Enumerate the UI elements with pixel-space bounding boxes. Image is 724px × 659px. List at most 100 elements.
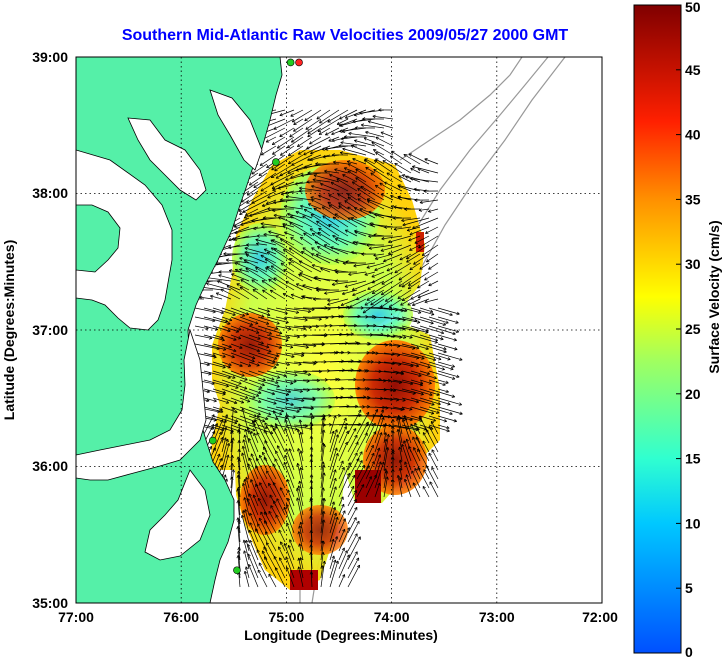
velocity-arrow (221, 343, 232, 348)
velocity-arrow-head (346, 527, 350, 530)
velocity-arrow (408, 446, 421, 471)
velocity-arrow (417, 467, 430, 489)
velocity-arrow (293, 388, 310, 391)
velocity-arrow-head (271, 377, 275, 381)
velocity-arrow (410, 343, 429, 350)
velocity-arrow-head (367, 360, 371, 362)
velocity-arrow-head (391, 419, 394, 422)
velocity-arrow-head (231, 273, 234, 277)
velocity-arrow (318, 127, 331, 135)
velocity-arrow-head (301, 400, 305, 403)
velocity-arrow-head (434, 340, 438, 342)
velocity-arrow-head (306, 345, 309, 348)
velocity-arrow-head (253, 432, 257, 436)
velocity-arrow-head (322, 215, 325, 219)
velocity-arrow-head (340, 137, 344, 140)
velocity-arrow (300, 467, 304, 480)
velocity-arrow-head (377, 454, 381, 457)
velocity-arrow-head (333, 559, 336, 563)
velocity-arrow (230, 424, 253, 434)
velocity-arrow-head (244, 570, 248, 574)
velocity-arrow-head (414, 198, 418, 201)
velocity-arrow-head (226, 285, 229, 289)
velocity-arrow-head (243, 260, 247, 263)
velocity-arrow (385, 289, 403, 302)
velocity-arrow-head (295, 283, 299, 287)
velocity-arrow-head (252, 289, 255, 293)
velocity-arrow-head (353, 377, 357, 380)
velocity-arrow-head (366, 297, 369, 301)
velocity-arrow-head (249, 522, 253, 525)
velocity-arrow-head (267, 195, 270, 198)
velocity-arrow (258, 163, 277, 176)
velocity-arrow-head (428, 425, 432, 429)
velocity-arrow (419, 199, 439, 203)
velocity-arrow-head (389, 342, 393, 346)
velocity-arrow-head (383, 461, 385, 465)
velocity-arrow-head (377, 482, 380, 486)
velocity-arrow-head (283, 375, 287, 378)
velocity-arrow (249, 540, 259, 561)
velocity-arrow-head (229, 269, 233, 271)
velocity-arrow (203, 370, 231, 379)
velocity-arrow-head (392, 217, 396, 220)
velocity-arrow-head (298, 480, 300, 484)
velocity-arrow-head (373, 253, 377, 256)
velocity-arrow-head (316, 289, 320, 292)
velocity-arrow-head (402, 400, 406, 402)
velocity-arrow-head (350, 250, 355, 253)
velocity-arrow-head (318, 228, 321, 232)
velocity-arrow-head (347, 196, 350, 200)
velocity-arrow-head (328, 404, 332, 407)
velocity-arrow (235, 269, 259, 282)
velocity-arrow (412, 482, 421, 498)
velocity-arrow-head (278, 347, 282, 349)
velocity-arrow-head (406, 438, 409, 442)
velocity-arrow-head (400, 373, 404, 376)
velocity-arrow-head (282, 249, 285, 253)
velocity-arrow-head (388, 423, 392, 427)
velocity-arrow-head (446, 427, 450, 430)
velocity-arrow-head (309, 446, 312, 450)
velocity-arrow-head (367, 200, 370, 204)
velocity-arrow-head (323, 244, 327, 248)
velocity-arrow-head (221, 335, 224, 339)
velocity-arrow-head (303, 209, 307, 213)
velocity-arrow-head (330, 182, 333, 185)
velocity-arrow (329, 536, 338, 561)
velocity-arrow (239, 406, 261, 415)
velocity-arrow-head (299, 525, 302, 529)
velocity-arrow-head (338, 314, 342, 317)
velocity-arrow-head (238, 470, 241, 474)
velocity-arrow-head (236, 283, 239, 287)
velocity-arrow-head (294, 183, 298, 186)
velocity-arrow (338, 518, 346, 534)
velocity-arrow-head (383, 432, 387, 436)
velocity-arrow-head (288, 326, 292, 330)
velocity-arrow-head (410, 177, 414, 179)
velocity-arrow-head (354, 533, 358, 536)
velocity-arrow-head (428, 211, 432, 213)
velocity-arrow (273, 199, 295, 204)
velocity-arrow-head (323, 540, 325, 544)
velocity-arrow-head (380, 193, 383, 197)
velocity-arrow (267, 190, 286, 199)
velocity-arrow (374, 424, 386, 427)
velocity-arrow-head (327, 302, 330, 305)
velocity-arrow-head (308, 372, 312, 375)
velocity-arrow-head (383, 417, 385, 421)
velocity-arrow-head (288, 262, 291, 266)
velocity-arrow (347, 490, 357, 507)
velocity-arrow-head (273, 359, 276, 363)
velocity-arrow (349, 298, 367, 308)
velocity-arrow (374, 409, 384, 435)
velocity-arrow (266, 307, 288, 314)
velocity-arrow-head (208, 338, 213, 340)
velocity-arrow-head (373, 474, 377, 477)
velocity-arrow-head (394, 163, 397, 167)
velocity-arrow (303, 232, 322, 246)
velocity-arrow (218, 274, 241, 282)
velocity-arrow-head (298, 525, 300, 529)
velocity-arrow-head (353, 428, 356, 431)
velocity-arrow (221, 370, 248, 381)
